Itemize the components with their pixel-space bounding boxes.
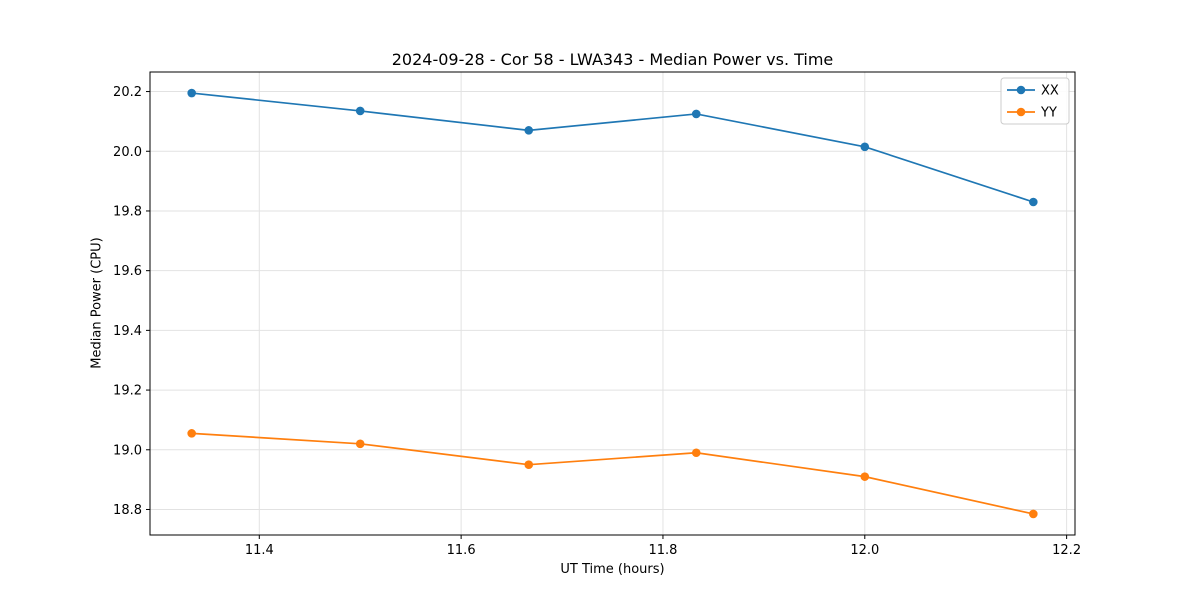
data-point-marker bbox=[355, 439, 365, 449]
chart-title: 2024-09-28 - Cor 58 - LWA343 - Median Po… bbox=[391, 50, 834, 69]
data-point-marker bbox=[1029, 509, 1038, 519]
legend-sample-marker bbox=[1016, 85, 1026, 95]
data-point-marker bbox=[187, 429, 196, 438]
data-point-marker bbox=[691, 109, 701, 119]
y-tick-label: 19.6 bbox=[113, 264, 142, 279]
x-axis: 11.4 11.6 11.8 12.0 12.2 bbox=[245, 535, 1081, 558]
data-point-marker bbox=[524, 460, 534, 469]
series-line bbox=[191, 92, 1034, 203]
legend-sample-marker bbox=[1016, 107, 1026, 117]
y-tick-label: 20.2 bbox=[113, 85, 142, 100]
data-point-marker bbox=[860, 142, 870, 152]
series-yy bbox=[187, 429, 1038, 519]
x-tick-label: 11.6 bbox=[447, 543, 476, 558]
x-tick-label: 12.2 bbox=[1052, 543, 1081, 558]
legend-label: XX bbox=[1041, 84, 1059, 99]
data-point-marker bbox=[691, 448, 701, 458]
series-xx bbox=[187, 88, 1038, 207]
data-point-marker bbox=[860, 472, 870, 481]
x-tick-label: 11.4 bbox=[245, 543, 274, 558]
plot-border bbox=[149, 71, 1076, 536]
data-point-marker bbox=[187, 88, 196, 98]
y-tick-label: 19.8 bbox=[113, 204, 142, 219]
x-axis-label: UT Time (hours) bbox=[560, 562, 665, 577]
data-point-marker bbox=[1029, 197, 1038, 207]
data-point-marker bbox=[355, 106, 365, 116]
grid-layer bbox=[150, 72, 1075, 535]
y-tick-label: 19.2 bbox=[113, 384, 142, 399]
x-tick-label: 12.0 bbox=[850, 543, 879, 558]
y-tick-label: 20.0 bbox=[113, 145, 142, 160]
y-tick-label: 19.0 bbox=[113, 443, 142, 458]
y-tick-label: 19.4 bbox=[113, 324, 142, 339]
data-point-marker bbox=[524, 126, 534, 135]
y-axis: 18.8 19.0 19.2 19.4 19.6 19.8 20.0 20.2 bbox=[113, 85, 150, 518]
legend-label: YY bbox=[1040, 106, 1057, 121]
x-tick-label: 11.8 bbox=[648, 543, 677, 558]
legend: XX YY bbox=[1000, 77, 1070, 125]
series-line bbox=[191, 432, 1034, 515]
y-tick-label: 18.8 bbox=[113, 503, 142, 518]
